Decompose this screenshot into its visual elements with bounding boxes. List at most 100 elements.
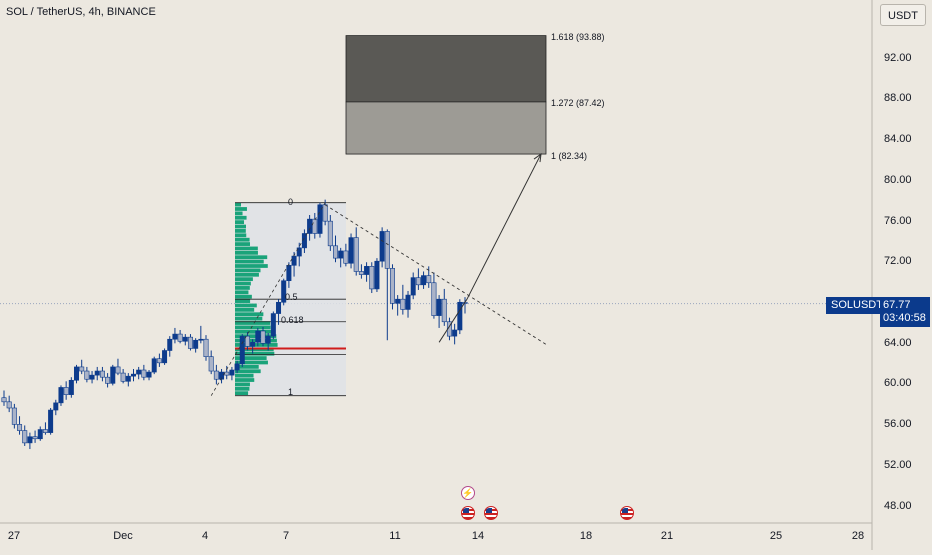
candle-body <box>327 220 333 247</box>
us-flag-icon[interactable] <box>620 506 634 520</box>
chart-title: SOL / TetherUS, 4h, BINANCE <box>6 6 156 18</box>
candle-body <box>384 231 390 269</box>
volume-profile-bar <box>235 281 251 286</box>
volume-profile-bar <box>235 207 247 211</box>
candle-body <box>136 369 142 375</box>
candle-body <box>177 333 183 342</box>
candle-body <box>343 250 349 264</box>
price-tick: 80.00 <box>884 174 912 186</box>
candle-body <box>229 369 235 376</box>
candle-body <box>6 401 12 409</box>
candle-body <box>94 370 100 376</box>
candle-body <box>410 277 416 296</box>
volume-profile-bar <box>235 229 246 233</box>
candle-body <box>358 271 364 275</box>
time-tick: 4 <box>201 530 209 542</box>
volume-profile-bar <box>235 378 255 382</box>
candle-body <box>457 301 463 331</box>
candle-body <box>203 338 209 357</box>
price-tick: 60.00 <box>884 377 912 389</box>
fib-extension-label: 1 (82.34) <box>551 151 588 161</box>
candle-body <box>110 366 116 384</box>
price-tick: 76.00 <box>884 215 912 227</box>
volume-profile-bar <box>235 250 258 255</box>
time-tick: 28 <box>851 530 865 542</box>
time-tick: 11 <box>389 530 401 542</box>
candle-body <box>17 424 23 431</box>
candle-body <box>32 436 38 440</box>
candle-body <box>42 429 48 433</box>
candle-body <box>431 282 437 316</box>
candle-body <box>63 387 69 395</box>
candle-body <box>286 265 292 282</box>
time-tick: 14 <box>471 530 485 542</box>
us-flag-icon[interactable] <box>461 506 475 520</box>
candle-body <box>99 370 105 378</box>
last-price: 67.77 <box>883 299 911 311</box>
us-flag-icon[interactable] <box>484 506 498 520</box>
price-tick: 56.00 <box>884 418 912 430</box>
candle-body <box>208 356 214 372</box>
volume-profile-bar <box>235 391 249 396</box>
price-tick: 72.00 <box>884 255 912 267</box>
time-tick: 7 <box>282 530 290 542</box>
candle-body <box>167 338 173 351</box>
candle-body <box>219 371 225 380</box>
candle-body <box>239 335 245 365</box>
candle-body <box>317 204 323 234</box>
volume-profile-bar <box>235 255 268 260</box>
volume-profile-bar <box>235 264 268 268</box>
volume-profile-bar <box>235 224 246 229</box>
fib-level-label: 1 <box>288 387 294 397</box>
candle-body <box>291 255 297 266</box>
candle-body <box>374 260 380 290</box>
arrow-head <box>533 152 542 163</box>
candle-body <box>405 294 411 310</box>
candle-body <box>281 280 287 303</box>
volume-profile-bar <box>235 321 271 325</box>
volume-profile-bar <box>235 237 250 242</box>
candle-body <box>296 247 302 257</box>
volume-profile-bar <box>235 246 258 251</box>
candle-body <box>193 339 199 349</box>
currency-button[interactable]: USDT <box>880 4 926 26</box>
fib-level-label: 0.618 <box>281 315 304 325</box>
volume-profile-bar <box>235 307 255 312</box>
candle-body <box>400 298 406 310</box>
volume-profile-bar <box>235 202 242 207</box>
candle-body <box>224 371 230 376</box>
candle-body <box>426 275 432 284</box>
candle-body <box>58 387 64 404</box>
candle-body <box>301 233 307 249</box>
candle-body <box>436 298 442 316</box>
candle-body <box>74 366 80 381</box>
fib-level-label: 0 <box>288 197 294 207</box>
candle-body <box>141 369 147 378</box>
volume-profile-bar <box>235 382 250 387</box>
volume-profile-bar <box>235 329 276 334</box>
candle-body <box>255 330 261 343</box>
volume-profile-bar <box>235 364 259 369</box>
volume-profile-bar <box>235 259 264 264</box>
candle-body <box>338 250 344 259</box>
candle-body <box>415 277 421 286</box>
time-tick: 25 <box>769 530 783 542</box>
candle-body <box>146 371 152 378</box>
candle-body <box>89 374 95 380</box>
candle-body <box>198 338 204 341</box>
volume-profile-bar <box>235 369 261 374</box>
volume-profile-bar <box>235 386 250 391</box>
descending-trendline <box>324 204 547 345</box>
volume-profile-bar <box>235 356 267 360</box>
candle-body <box>172 333 178 340</box>
candle-body <box>130 373 136 377</box>
candle-body <box>182 336 188 342</box>
candle-body <box>27 436 33 444</box>
price-tick: 88.00 <box>884 92 912 104</box>
candle-body <box>22 430 28 444</box>
candle-body <box>125 375 131 382</box>
lightning-icon[interactable]: ⚡ <box>461 486 475 500</box>
time-tick: 18 <box>579 530 593 542</box>
